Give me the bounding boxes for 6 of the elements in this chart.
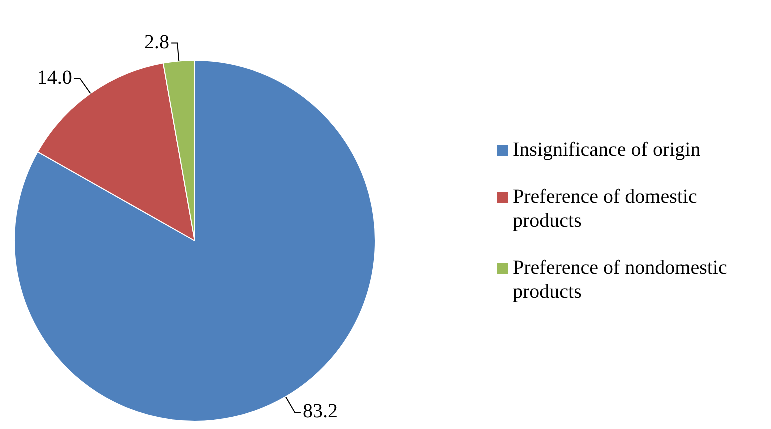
- data-label: 2.8: [144, 32, 170, 54]
- data-label: 14.0: [37, 67, 72, 90]
- legend-label: Preference of domestic products: [513, 185, 698, 233]
- legend-label: Preference of nondomestic products: [513, 256, 728, 304]
- data-label: 83.2: [302, 400, 338, 423]
- legend-label: Insignificance of origin: [513, 138, 701, 162]
